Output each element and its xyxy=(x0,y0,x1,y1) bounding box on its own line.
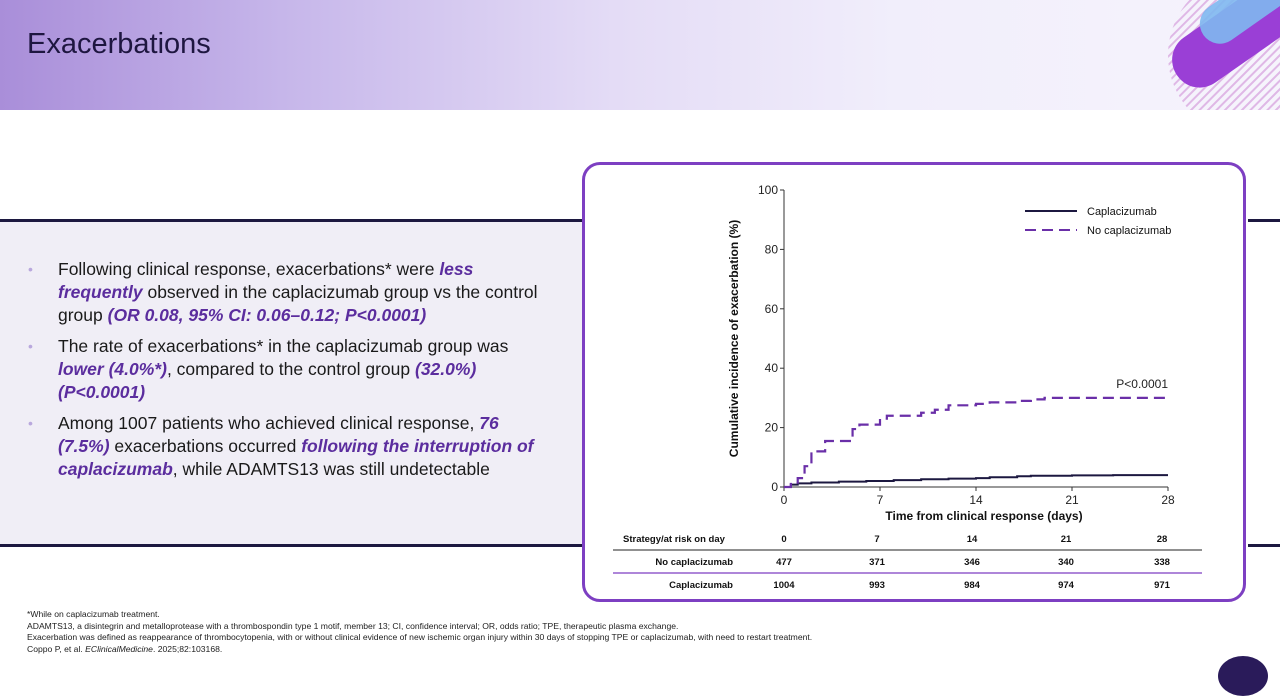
bullets-background xyxy=(0,222,585,544)
bullet-icon: • xyxy=(28,261,33,277)
page-title: Exacerbations xyxy=(27,28,211,60)
series-line-no-caplacizumab xyxy=(784,396,1168,489)
highlighted-text: less frequently xyxy=(58,259,474,302)
chart-panel: 0 20 40 60 80 100 0 7 14 21 28 Time from clinical r… xyxy=(582,162,1246,602)
x-tick-label: 28 xyxy=(1161,493,1175,507)
risk-table-day: 21 xyxy=(1061,534,1072,545)
risk-table-cell: 974 xyxy=(1058,580,1075,591)
risk-table-cell: 993 xyxy=(869,580,885,591)
highlighted-text: (OR 0.08, 95% CI: 0.06–0.12; P<0.0001) xyxy=(107,305,427,325)
divider-bottom-right xyxy=(1248,544,1280,547)
series-line-caplacizumab xyxy=(784,474,1168,488)
footnote-asterisk: *While on caplacizumab treatment. xyxy=(27,609,160,619)
corner-decoration xyxy=(1218,656,1268,696)
footnotes: *While on caplacizumab treatment. ADAMTS… xyxy=(27,609,812,655)
highlighted-text: following the interruption of caplacizum… xyxy=(58,436,534,479)
bullet-text: , compared to the control group xyxy=(166,359,415,379)
cumulative-incidence-chart: 0 20 40 60 80 100 0 7 14 21 28 Time from clinical r… xyxy=(613,183,1202,591)
decorative-graphic xyxy=(1130,0,1280,110)
x-tick-label: 0 xyxy=(781,493,788,507)
y-tick-label: 60 xyxy=(765,302,779,316)
y-tick-label: 40 xyxy=(765,361,779,375)
y-tick-label: 80 xyxy=(765,242,779,256)
risk-table-cell: 340 xyxy=(1058,557,1074,568)
bullet-text: Following clinical response, exacerbatio… xyxy=(58,259,440,279)
risk-table-cell: 1004 xyxy=(773,580,795,591)
bullet-item: • Following clinical response, exacerbati… xyxy=(28,258,548,327)
divider-top xyxy=(0,219,590,222)
footnote-definition: Exacerbation was defined as reappearance… xyxy=(27,632,813,643)
risk-table-day: 0 xyxy=(781,534,786,545)
risk-table-row-label: Caplacizumab xyxy=(669,580,733,591)
x-axis-label: Time from clinical response (days) xyxy=(885,509,1082,523)
risk-table-row-label: No caplacizumab xyxy=(655,557,733,568)
risk-table-cell: 984 xyxy=(964,580,981,591)
bullet-list: • Following clinical response, exacerbati… xyxy=(28,258,548,489)
risk-table-cell: 477 xyxy=(776,557,792,568)
risk-table-day: 14 xyxy=(967,534,978,545)
bullet-icon: • xyxy=(28,415,33,431)
risk-table-header: Strategy/at risk on day xyxy=(623,534,726,545)
risk-table-day: 7 xyxy=(874,534,879,545)
footnote-abbreviations: ADAMTS13, a disintegrin and metalloprote… xyxy=(27,620,679,631)
risk-table-cell: 338 xyxy=(1154,557,1170,568)
divider-bottom xyxy=(0,544,590,547)
highlighted-text: (32.0%) (P<0.0001) xyxy=(58,359,477,402)
y-axis-label: Cumulative incidence of exacerbation (%) xyxy=(727,220,741,457)
y-tick-label: 0 xyxy=(771,480,778,494)
divider-top-right xyxy=(1248,219,1280,222)
x-tick-label: 21 xyxy=(1065,493,1079,507)
bullet-text: observed in the caplacizumab group vs th… xyxy=(58,282,538,325)
bullet-item: • Among 1007 patients who achieved clinic… xyxy=(28,412,548,481)
header-banner: Exacerbations xyxy=(0,0,1280,110)
bullet-item: • The rate of exacerbations* in the capla… xyxy=(28,335,548,404)
highlighted-text: lower (4.0%*) xyxy=(58,359,167,379)
bullet-text: Among 1007 patients who achieved clinica… xyxy=(58,413,480,433)
y-tick-label: 100 xyxy=(758,183,778,197)
p-value-annotation: P<0.0001 xyxy=(1116,377,1168,391)
x-tick-label: 14 xyxy=(969,493,983,507)
risk-table-cell: 971 xyxy=(1154,580,1171,591)
legend-label: Caplacizumab xyxy=(1087,206,1157,218)
bullet-text: , while ADAMTS13 was still undetectable xyxy=(172,459,490,479)
highlighted-text: 76 (7.5%) xyxy=(58,413,499,456)
bullet-icon: • xyxy=(28,338,33,354)
citation: Coppo P, et al. EClinicalMedicine. 2025;… xyxy=(27,643,223,654)
y-tick-label: 20 xyxy=(765,421,779,435)
legend-label: No caplacizumab xyxy=(1087,225,1171,237)
x-tick-label: 7 xyxy=(877,493,884,507)
bullet-text: The rate of exacerbations* in the caplac… xyxy=(58,336,509,356)
risk-table-cell: 346 xyxy=(964,557,980,568)
risk-table-day: 28 xyxy=(1157,534,1168,545)
bullet-text: exacerbations occurred xyxy=(109,436,302,456)
risk-table-cell: 371 xyxy=(869,557,886,568)
